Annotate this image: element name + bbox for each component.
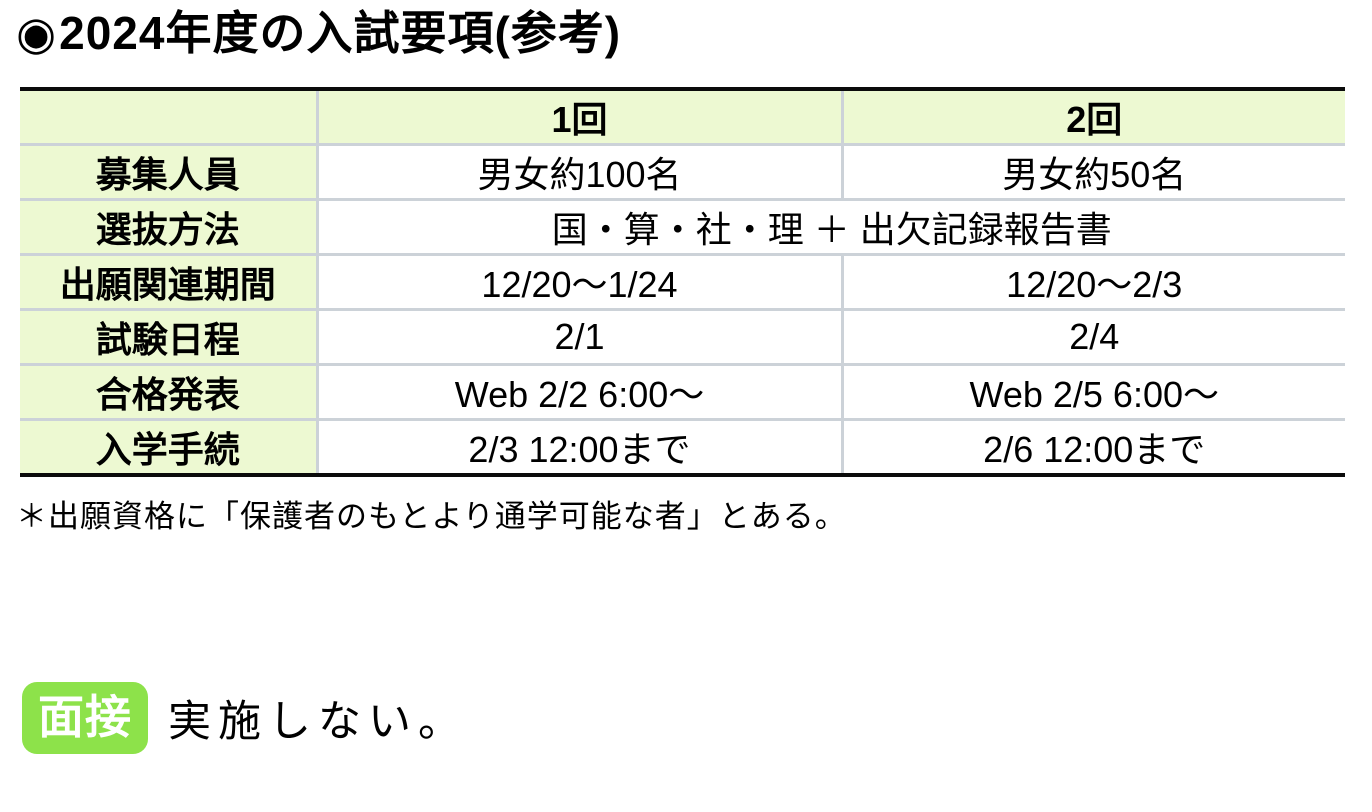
table-header-row: 1回 2回 bbox=[20, 89, 1345, 147]
row-label: 試験日程 bbox=[20, 309, 317, 367]
header-corner-cell bbox=[20, 89, 317, 147]
row-value-round2: 12/20～2/3 bbox=[840, 254, 1345, 312]
table-row: 試験日程 2/1 2/4 bbox=[20, 309, 1345, 367]
row-value-round1: Web 2/2 6:00～ bbox=[315, 364, 842, 422]
header-round2-cell: 2回 bbox=[840, 89, 1345, 147]
table-row: 募集人員 男女約100名 男女約50名 bbox=[20, 144, 1345, 202]
interview-section: 面接 実施しない。 bbox=[22, 682, 468, 754]
row-value-round2: Web 2/5 6:00～ bbox=[840, 364, 1345, 422]
fisheye-bullet-icon: ◉ bbox=[16, 7, 58, 59]
row-value-round2: 2/4 bbox=[840, 309, 1345, 367]
row-value-round2: 2/6 12:00まで bbox=[840, 419, 1345, 476]
row-label: 合格発表 bbox=[20, 364, 317, 422]
row-value-merged: 国・算・社・理 ＋ 出欠記録報告書 bbox=[315, 199, 1345, 257]
row-label: 募集人員 bbox=[20, 144, 317, 202]
table-row: 選抜方法 国・算・社・理 ＋ 出欠記録報告書 bbox=[20, 199, 1345, 257]
row-value-round1: 男女約100名 bbox=[315, 144, 842, 202]
eligibility-footnote: ＊出願資格に「保護者のもとより通学可能な者」とある。 bbox=[16, 499, 847, 535]
table-row: 入学手続 2/3 12:00まで 2/6 12:00まで bbox=[20, 419, 1345, 476]
interview-badge: 面接 bbox=[22, 682, 148, 754]
row-label: 出願関連期間 bbox=[20, 254, 317, 312]
row-label: 入学手続 bbox=[20, 419, 317, 476]
row-label: 選抜方法 bbox=[20, 199, 317, 257]
row-value-round1: 2/3 12:00まで bbox=[315, 419, 842, 476]
exam-info-table: 1回 2回 募集人員 男女約100名 男女約50名 選抜方法 国・算・社・理 ＋… bbox=[20, 87, 1345, 478]
row-value-round1: 12/20～1/24 bbox=[315, 254, 842, 312]
table-row: 合格発表 Web 2/2 6:00～ Web 2/5 6:00～ bbox=[20, 364, 1345, 422]
row-value-round1: 2/1 bbox=[315, 309, 842, 367]
page-title-text: 2024年度の入試要項(参考) bbox=[59, 7, 622, 59]
page-title: ◉2024年度の入試要項(参考) bbox=[16, 6, 1372, 61]
interview-status-text: 実施しない。 bbox=[168, 698, 468, 746]
header-round1-cell: 1回 bbox=[315, 89, 842, 147]
table-row: 出願関連期間 12/20～1/24 12/20～2/3 bbox=[20, 254, 1345, 312]
row-value-round2: 男女約50名 bbox=[840, 144, 1345, 202]
document-page: ◉2024年度の入試要項(参考) 1回 2回 募集人員 男女約100名 男女約5… bbox=[0, 6, 1372, 812]
